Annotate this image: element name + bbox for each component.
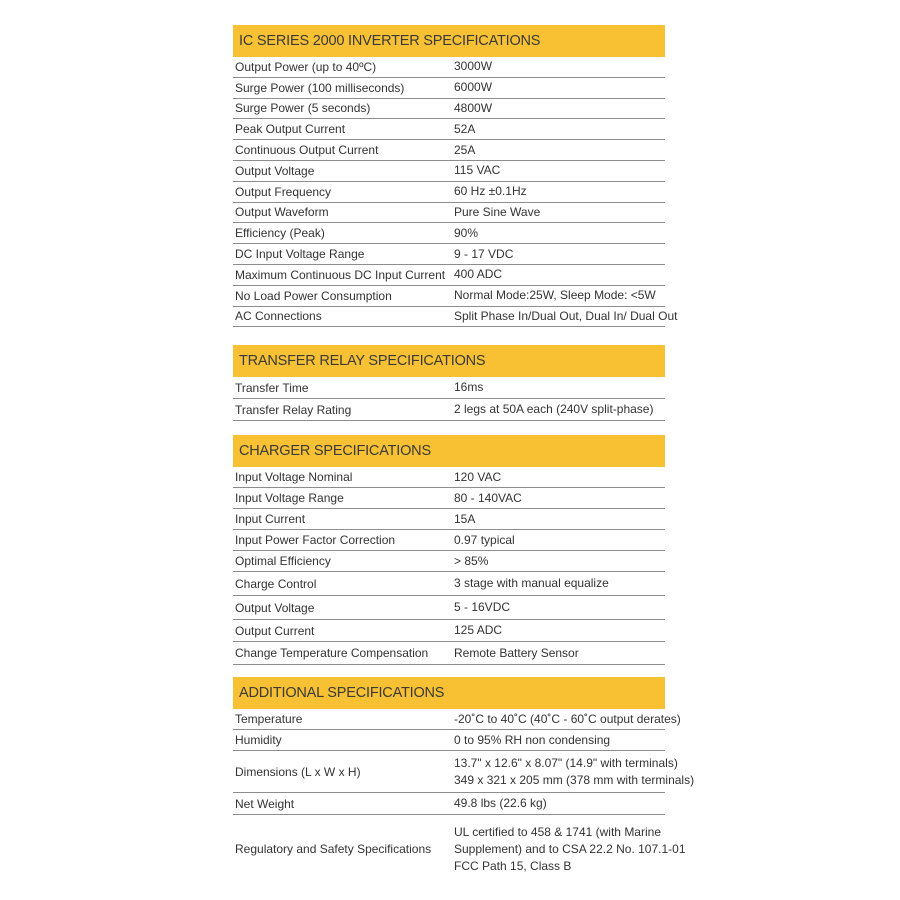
spec-label: Input Voltage Nominal	[235, 470, 353, 484]
spec-value: Pure Sine Wave	[454, 204, 541, 219]
spec-row: Transfer Relay Rating 2 legs at 50A each …	[233, 399, 665, 421]
spec-label: Humidity	[235, 733, 282, 747]
spec-row: Peak Output Current 52A	[233, 119, 665, 141]
spec-label: Change Temperature Compensation	[235, 646, 429, 660]
spec-row: Surge Power (100 milliseconds) 6000W	[233, 78, 665, 99]
spec-label: Maximum Continuous DC Input Current	[235, 267, 446, 282]
section-title: TRANSFER RELAY SPECIFICATIONS	[233, 345, 665, 377]
spec-value: 90%	[454, 225, 479, 240]
spec-row: Change Temperature Compensation Remote Ba…	[233, 642, 665, 665]
charger-specifications-section: CHARGER SPECIFICATIONS Input Voltage Nomi…	[233, 435, 665, 665]
spec-label: Continuous Output Current	[235, 143, 379, 158]
spec-value: 5 - 16VDC	[454, 600, 511, 614]
spec-value: 400 ADC	[454, 267, 503, 282]
spec-label: Output Power (up to 40ºC)	[235, 59, 377, 74]
spec-row: Transfer Time 16ms	[233, 377, 665, 399]
spec-value: 15A	[454, 511, 476, 526]
spec-value: 125 ADC	[454, 623, 503, 637]
spec-value: 25A	[454, 142, 476, 157]
spec-label: Charge Control	[235, 576, 317, 591]
section-title: ADDITIONAL SPECIFICATIONS	[233, 677, 665, 709]
section-title: IC SERIES 2000 INVERTER SPECIFICATIONS	[233, 25, 665, 57]
spec-row: Output Power (up to 40ºC) 3000W	[233, 57, 665, 78]
spec-value: 3 stage with manual equalize	[454, 576, 609, 590]
spec-row: Output Voltage 5 - 16VDC	[233, 596, 665, 620]
spec-row: No Load Power Consumption Normal Mode:25W…	[233, 286, 665, 307]
spec-row: Net Weight 49.8 lbs (22.6 kg)	[233, 793, 665, 815]
spec-value: 49.8 lbs (22.6 kg)	[454, 796, 547, 810]
spec-label: Output Voltage	[235, 163, 315, 178]
inverter-specifications-section: IC SERIES 2000 INVERTER SPECIFICATIONS Ou…	[233, 25, 677, 328]
spec-row: Input Current 15A	[233, 509, 665, 530]
spec-label: Input Voltage Range	[235, 491, 344, 505]
spec-row: Input Voltage Range 80 - 140VAC	[233, 488, 665, 509]
spec-row: Input Voltage Nominal 120 VAC	[233, 467, 665, 488]
spec-value: 2 legs at 50A each (240V split-phase)	[454, 402, 654, 416]
spec-row: Output Frequency 60 Hz ±0.1Hz	[233, 182, 665, 203]
spec-label: Output Current	[235, 623, 315, 638]
spec-value: 13.7" x 12.6" x 8.07" (14.9" with termin…	[454, 755, 695, 787]
section-title: CHARGER SPECIFICATIONS	[233, 435, 665, 467]
spec-row: Efficiency (Peak) 90%	[233, 223, 665, 245]
spec-label: Surge Power (100 milliseconds)	[235, 80, 405, 95]
spec-row: Temperature -20˚C to 40˚C (40˚C - 60˚C ou…	[233, 709, 681, 730]
additional-specifications-section: ADDITIONAL SPECIFICATIONS Temperature -20˚…	[233, 677, 694, 883]
spec-value: 80 - 140VAC	[454, 490, 522, 505]
spec-row: Output Voltage 115 VAC	[233, 161, 665, 182]
spec-row: Input Power Factor Correction 0.97 typica…	[233, 530, 665, 551]
spec-label: Transfer Time	[235, 380, 309, 395]
spec-label: Net Weight	[235, 796, 295, 811]
spec-row: DC Input Voltage Range 9 - 17 VDC	[233, 244, 665, 265]
spec-value: 60 Hz ±0.1Hz	[454, 184, 527, 199]
spec-label: Input Power Factor Correction	[235, 533, 396, 547]
spec-value: 9 - 17 VDC	[454, 246, 514, 261]
spec-label: Output Voltage	[235, 600, 315, 615]
spec-label: Optimal Efficiency	[235, 554, 331, 568]
spec-label: Temperature	[235, 712, 303, 726]
spec-label: Output Waveform	[235, 205, 329, 220]
spec-label: Output Frequency	[235, 184, 332, 199]
spec-value: 0 to 95% RH non condensing	[454, 732, 611, 747]
spec-label: AC Connections	[235, 309, 322, 324]
spec-label: Peak Output Current	[235, 122, 346, 137]
spec-row: Regulatory and Safety Specifications UL c…	[233, 815, 686, 883]
spec-value: 120 VAC	[454, 469, 502, 484]
spec-row: Dimensions (L x W x H) 13.7" x 12.6" x 8.…	[233, 751, 694, 793]
spec-row: Optimal Efficiency > 85%	[233, 551, 665, 572]
spec-value: UL certified to 458 & 1741 (with Marine …	[454, 824, 686, 873]
spec-value: Remote Battery Sensor	[454, 645, 579, 660]
spec-row: Humidity 0 to 95% RH non condensing	[233, 730, 665, 751]
spec-row: Output Waveform Pure Sine Wave	[233, 203, 665, 224]
spec-row: Continuous Output Current 25A	[233, 140, 665, 161]
spec-row: AC Connections Split Phase In/Dual Out, D…	[233, 307, 677, 328]
spec-value: 4800W	[454, 100, 493, 115]
spec-value: 115 VAC	[454, 163, 501, 178]
spec-row: Surge Power (5 seconds) 4800W	[233, 99, 665, 120]
spec-label: Regulatory and Safety Specifications	[235, 842, 432, 856]
transfer-relay-specifications-section: TRANSFER RELAY SPECIFICATIONS Transfer Ti…	[233, 345, 665, 421]
spec-label: No Load Power Consumption	[235, 288, 392, 303]
spec-value: 6000W	[454, 80, 493, 95]
spec-value: 16ms	[454, 380, 484, 394]
spec-value: Split Phase In/Dual Out, Dual In/ Dual O…	[454, 308, 678, 323]
spec-label: Dimensions (L x W x H)	[235, 764, 361, 779]
spec-row: Output Current 125 ADC	[233, 620, 665, 642]
spec-value: 52A	[454, 121, 476, 136]
spec-row: Charge Control 3 stage with manual equali…	[233, 572, 665, 596]
spec-value: Normal Mode:25W, Sleep Mode: <5W	[454, 288, 656, 303]
spec-label: Input Current	[235, 512, 306, 526]
spec-value: 3000W	[454, 59, 493, 74]
spec-label: DC Input Voltage Range	[235, 247, 365, 262]
spec-label: Efficiency (Peak)	[235, 226, 325, 241]
spec-value: > 85%	[454, 553, 489, 568]
spec-label: Surge Power (5 seconds)	[235, 101, 371, 116]
spec-value: 0.97 typical	[454, 532, 515, 547]
spec-label: Transfer Relay Rating	[235, 402, 352, 417]
spec-row: Maximum Continuous DC Input Current 400 A…	[233, 265, 665, 286]
spec-value: -20˚C to 40˚C (40˚C - 60˚C output derate…	[454, 711, 681, 726]
